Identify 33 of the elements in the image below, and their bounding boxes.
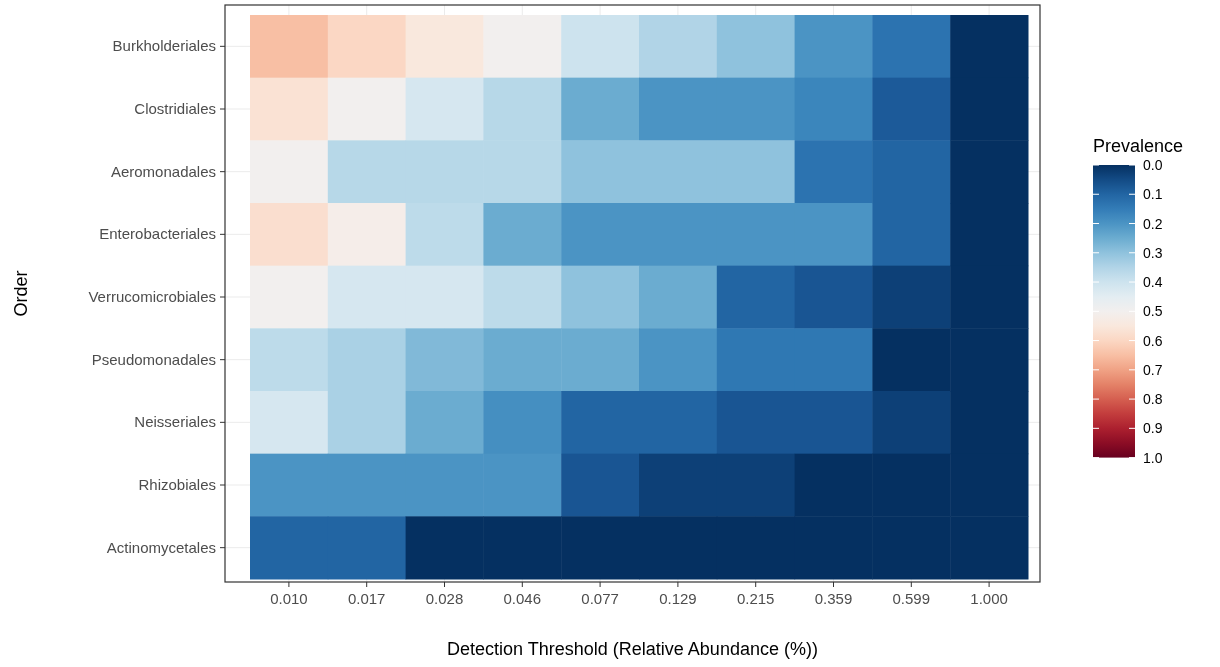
y-tick-label: Burkholderiales — [112, 37, 216, 55]
color-bar-label: 0.3 — [1143, 244, 1163, 261]
x-tick-label: 0.359 — [814, 590, 853, 607]
x-tick-label: 1.000 — [970, 590, 1008, 607]
color-bar-label: 0.6 — [1143, 332, 1163, 349]
x-tick-label: 0.215 — [736, 590, 775, 607]
x-tick-label: 0.028 — [425, 590, 464, 607]
color-bar-label: 0.7 — [1143, 361, 1163, 378]
legend-title: Prevalence — [1093, 136, 1184, 156]
color-bar-label: 0.9 — [1143, 420, 1163, 437]
y-axis-title: Order — [11, 270, 31, 317]
y-tick-label: Enterobacteriales — [99, 225, 216, 243]
y-tick-label: Actinomycetales — [106, 538, 216, 556]
y-tick-label: Rhizobiales — [138, 476, 216, 493]
color-bar-label: 1.0 — [1143, 449, 1163, 466]
y-tick-label: Neisseriales — [134, 413, 216, 431]
x-tick-label: 0.077 — [581, 590, 619, 607]
color-bar-label: 0.2 — [1143, 215, 1163, 232]
y-tick-label: Verrucomicrobiales — [88, 288, 216, 305]
color-bar-label: 0.1 — [1143, 186, 1163, 203]
y-tick-label: Aeromonadales — [110, 162, 216, 180]
color-bar-label: 0.4 — [1143, 274, 1163, 291]
y-tick-label: Clostridiales — [134, 100, 216, 117]
x-tick-label: 0.010 — [270, 590, 308, 607]
x-tick-label: 0.046 — [503, 590, 542, 607]
y-tick-label: Pseudomonadales — [91, 350, 216, 368]
x-tick-label: 0.129 — [659, 590, 697, 607]
x-axis-title: Detection Threshold (Relative Abundance (%)) — [447, 639, 818, 659]
color-bar-label: 0.0 — [1143, 157, 1163, 173]
color-bar-label: 0.8 — [1143, 391, 1163, 408]
color-bar-label: 0.5 — [1143, 303, 1163, 320]
x-tick-label: 0.017 — [347, 590, 386, 607]
x-tick-label: 0.599 — [892, 590, 931, 607]
